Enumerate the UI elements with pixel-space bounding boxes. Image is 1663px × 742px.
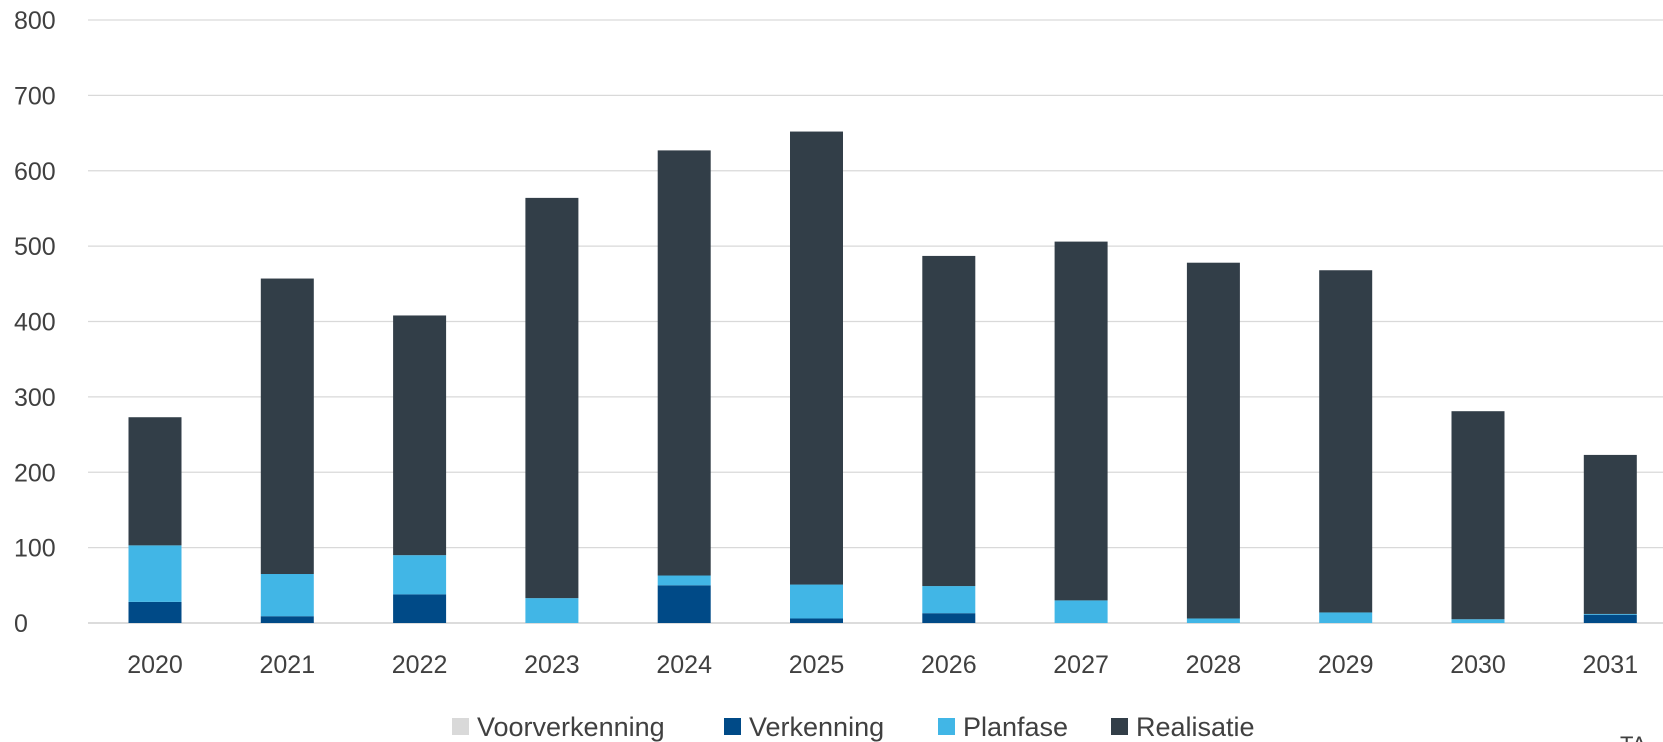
bar-segment-verkenning-2022 bbox=[393, 594, 447, 623]
bar-segment-realisatie-2029 bbox=[1319, 270, 1373, 613]
y-tick-label: 0 bbox=[14, 610, 28, 638]
y-tick-label: 400 bbox=[14, 309, 56, 337]
bar-segment-verkenning-2020 bbox=[128, 601, 182, 623]
bar-segment-planfase-2024 bbox=[657, 575, 711, 586]
bar-segment-realisatie-2021 bbox=[260, 278, 314, 575]
bar-segment-verkenning-2021 bbox=[260, 616, 314, 623]
bar-segment-planfase-2022 bbox=[393, 555, 447, 595]
x-tick-label: 2028 bbox=[1186, 651, 1242, 679]
legend-swatch-planfase bbox=[938, 718, 955, 735]
x-tick-label: 2023 bbox=[524, 651, 580, 679]
legend-label-voorverkenning: Voorverkenning bbox=[477, 712, 665, 742]
x-tick-label: 2026 bbox=[921, 651, 977, 679]
bar-segment-planfase-2027 bbox=[1054, 600, 1108, 623]
bar-segment-realisatie-2028 bbox=[1186, 262, 1240, 619]
x-tick-label: 2024 bbox=[656, 651, 712, 679]
bar-segment-verkenning-2026 bbox=[922, 613, 976, 623]
y-tick-label: 200 bbox=[14, 459, 56, 487]
bar-segment-planfase-2031 bbox=[1583, 613, 1637, 615]
bar-segment-planfase-2020 bbox=[128, 545, 182, 602]
x-axis-tick-labels: 2020 2021 2022 2023 2024 2025 2026 2027 2028 2029… bbox=[127, 651, 1638, 679]
bar-segment-verkenning-2031 bbox=[1583, 614, 1637, 623]
y-tick-label: 600 bbox=[14, 158, 56, 186]
y-tick-label: 800 bbox=[14, 7, 56, 35]
bar-segment-realisatie-2022 bbox=[393, 315, 447, 556]
y-tick-label: 500 bbox=[14, 233, 56, 261]
bar-segment-planfase-2029 bbox=[1319, 612, 1373, 623]
legend-swatch-realisatie bbox=[1111, 718, 1128, 735]
bar-segment-verkenning-2024 bbox=[657, 585, 711, 623]
legend-label-planfase: Planfase bbox=[963, 712, 1068, 742]
bar-segment-realisatie-2031 bbox=[1583, 454, 1637, 614]
bar-segment-planfase-2026 bbox=[922, 586, 976, 614]
y-axis-tick-labels: 0 100 200 300 400 500 600 700 800 bbox=[14, 7, 56, 638]
bar-segment-realisatie-2025 bbox=[790, 131, 843, 585]
x-tick-label: 2030 bbox=[1450, 651, 1506, 679]
y-tick-label: 100 bbox=[14, 535, 56, 563]
bar-segment-realisatie-2027 bbox=[1054, 241, 1108, 601]
x-tick-label: 2022 bbox=[392, 651, 448, 679]
x-tick-label: 2021 bbox=[259, 651, 315, 679]
bar-segment-planfase-2021 bbox=[260, 574, 314, 617]
x-tick-label: 2025 bbox=[789, 651, 845, 679]
bar-segment-realisatie-2024 bbox=[657, 150, 711, 576]
bar-segment-realisatie-2026 bbox=[922, 255, 976, 587]
legend-swatch-verkenning bbox=[724, 718, 741, 735]
legend-swatch-voorverkenning bbox=[452, 718, 469, 735]
legend-label-realisatie: Realisatie bbox=[1136, 712, 1255, 742]
bar-segment-planfase-2030 bbox=[1451, 619, 1505, 623]
gridlines bbox=[88, 19, 1663, 624]
legend-label-verkenning: Verkenning bbox=[749, 712, 884, 742]
x-tick-label: 2031 bbox=[1582, 651, 1638, 679]
bar-segment-realisatie-2023 bbox=[525, 197, 579, 599]
legend: Voorverkenning Verkenning Planfase Realisat… bbox=[452, 712, 1255, 742]
bars bbox=[128, 131, 1637, 623]
bar-segment-planfase-2025 bbox=[790, 584, 843, 619]
x-tick-label: 2029 bbox=[1318, 651, 1374, 679]
bar-segment-realisatie-2030 bbox=[1451, 411, 1505, 620]
y-tick-label: 700 bbox=[14, 82, 56, 110]
bar-segment-planfase-2023 bbox=[525, 598, 579, 623]
bar-segment-planfase-2028 bbox=[1186, 618, 1240, 623]
corner-label: TA bbox=[1620, 732, 1647, 742]
bar-segment-verkenning-2025 bbox=[790, 618, 843, 623]
y-tick-label: 300 bbox=[14, 384, 56, 412]
bar-segment-realisatie-2020 bbox=[128, 417, 182, 546]
x-tick-label: 2020 bbox=[127, 651, 183, 679]
x-tick-label: 2027 bbox=[1053, 651, 1109, 679]
